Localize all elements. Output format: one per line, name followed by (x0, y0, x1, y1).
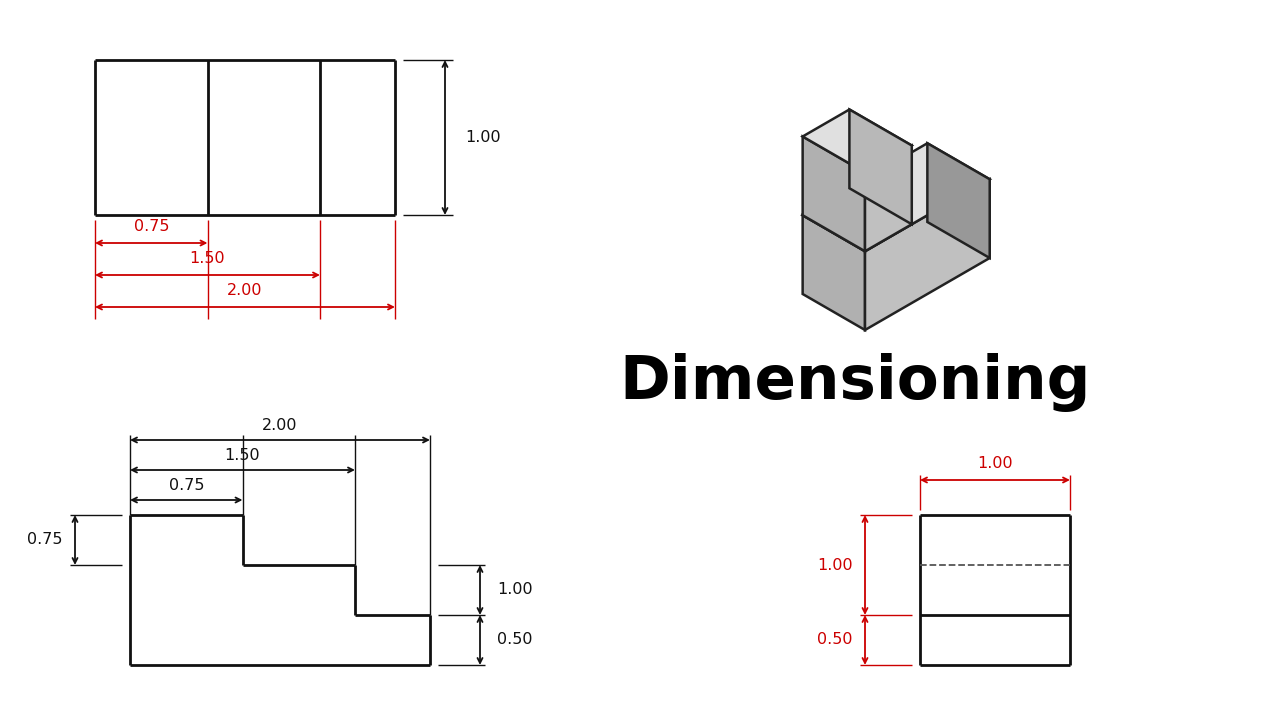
Text: 1.00: 1.00 (977, 456, 1012, 470)
Polygon shape (803, 143, 989, 251)
Polygon shape (927, 143, 989, 258)
Polygon shape (865, 145, 911, 251)
Polygon shape (803, 137, 865, 251)
Text: 2.00: 2.00 (262, 418, 298, 433)
Text: Dimensioning: Dimensioning (620, 353, 1091, 412)
Text: 0.75: 0.75 (27, 533, 63, 547)
Text: 0.75: 0.75 (133, 218, 169, 233)
Polygon shape (803, 109, 911, 173)
Text: 1.00: 1.00 (817, 557, 852, 572)
Text: 2.00: 2.00 (228, 282, 262, 297)
Text: 1.50: 1.50 (189, 251, 225, 266)
Text: 1.50: 1.50 (225, 448, 260, 462)
Text: 0.50: 0.50 (817, 632, 852, 647)
Text: 0.50: 0.50 (497, 632, 532, 647)
Polygon shape (865, 179, 989, 330)
Polygon shape (803, 215, 865, 330)
Text: 1.00: 1.00 (497, 582, 532, 598)
Polygon shape (850, 109, 911, 224)
Text: 1.00: 1.00 (465, 130, 500, 145)
Text: 0.75: 0.75 (169, 477, 204, 492)
